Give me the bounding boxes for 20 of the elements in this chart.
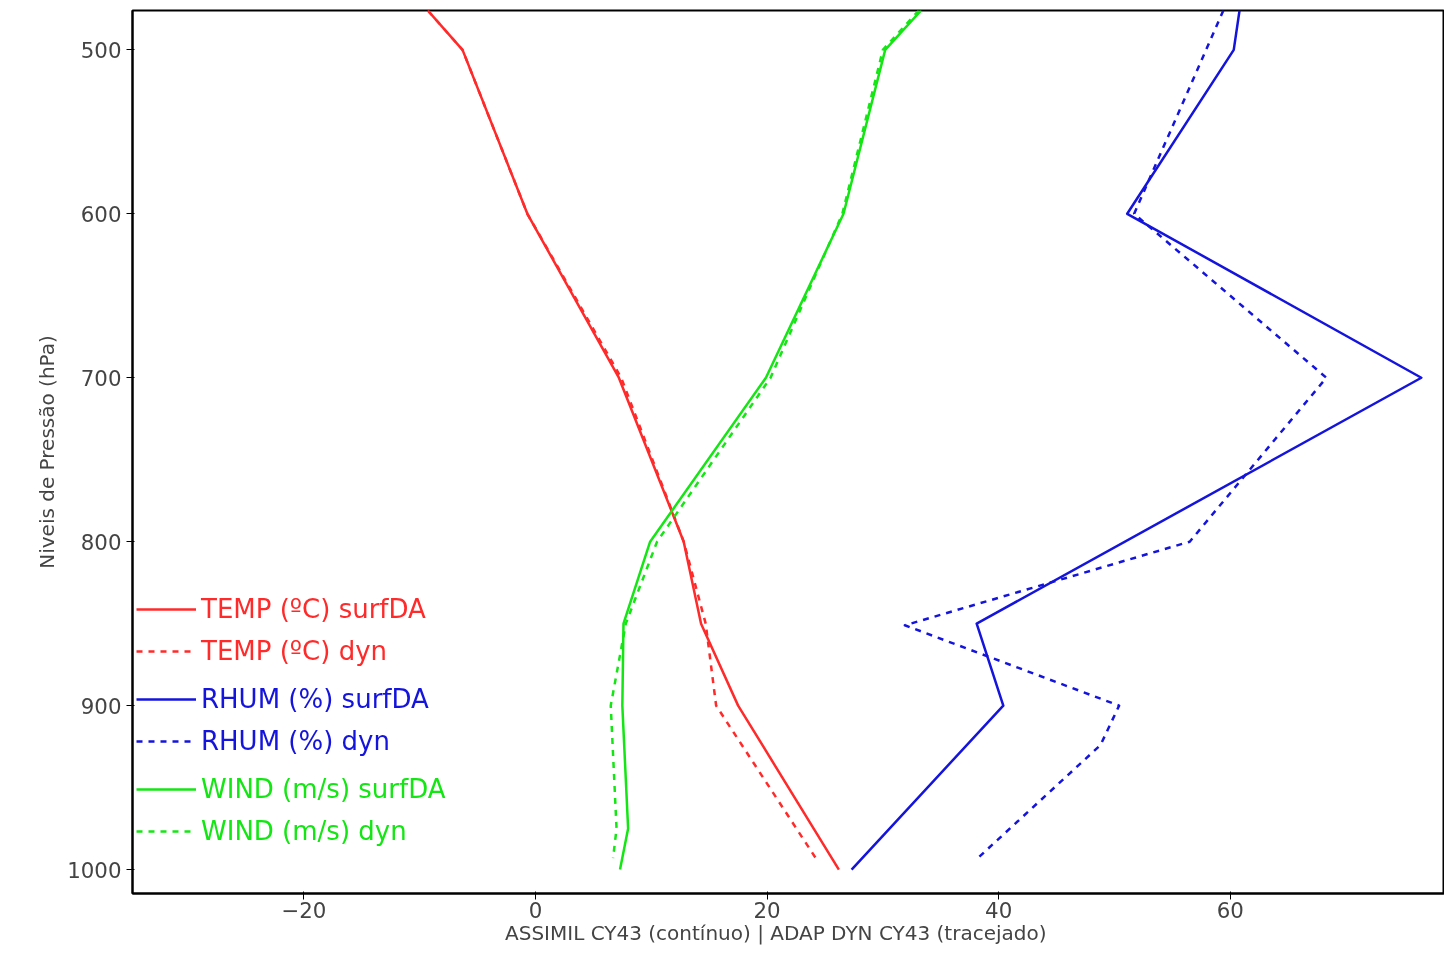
legend-label: WIND (m/s) dyn <box>201 815 407 848</box>
x-tick-label: 40 <box>985 897 1013 923</box>
y-tick-label: 900 <box>80 693 122 719</box>
x-tick-label: 60 <box>1216 897 1244 923</box>
line-series <box>850 10 1423 871</box>
legend-label: TEMP (ºC) dyn <box>201 635 388 668</box>
x-tick-label: −20 <box>281 897 327 923</box>
x-axis-title: ASSIMIL CY43 (contínuo) | ADAP DYN CY43 (tracejado) <box>505 920 1047 945</box>
legend-label: TEMP (ºC) surfDA <box>201 593 426 626</box>
y-tick-label: 700 <box>80 365 122 391</box>
y-tick-label: 500 <box>80 37 122 63</box>
y-axis-title: Niveis de Pressão (hPa) <box>35 335 60 569</box>
legend-label: RHUM (%) surfDA <box>201 683 429 716</box>
x-tick-label: 20 <box>753 897 781 923</box>
legend-label: WIND (m/s) surfDA <box>201 773 446 806</box>
y-tick-label: 600 <box>80 201 122 227</box>
y-tick-label: 800 <box>80 529 122 555</box>
y-tick-label: 1000 <box>67 857 122 883</box>
x-tick-label: 0 <box>528 897 543 923</box>
legend-label: RHUM (%) dyn <box>201 725 390 758</box>
